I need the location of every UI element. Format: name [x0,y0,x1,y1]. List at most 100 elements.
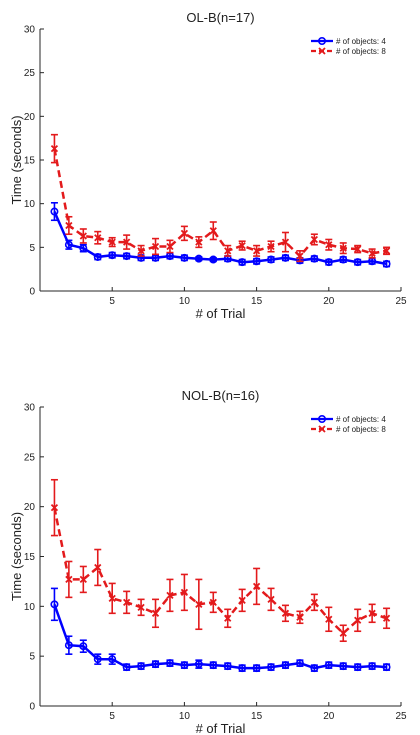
data-point [180,588,189,597]
legend: # of objects: 4# of objects: 8 [311,36,386,56]
y-tick-label: 5 [29,243,35,254]
data-point [50,145,59,153]
data-point [238,241,246,250]
data-point [281,238,290,246]
y-tick-label: 20 [24,112,36,123]
data-point [195,600,203,608]
chart-title: OL-B(n=17) [186,10,254,25]
data-point [325,241,333,249]
data-point [267,595,275,603]
legend: # of objects: 4# of objects: 8 [311,414,386,434]
data-point [324,258,333,267]
data-point [123,238,131,246]
data-point [252,664,261,673]
data-point [151,660,160,669]
data-point [339,662,348,671]
series-objects-4 [50,201,391,268]
series-objects-8 [50,478,391,643]
y-tick-label: 30 [24,25,36,36]
data-point [354,245,362,253]
data-point [194,254,203,263]
data-point [310,254,319,263]
y-axis-label: Time (seconds) [9,115,24,204]
data-point [108,238,116,246]
data-point [93,655,102,664]
data-point [296,613,304,621]
data-point [368,249,376,258]
data-point [224,614,232,622]
data-point [267,663,276,672]
data-point [209,598,217,606]
x-tick-label: 5 [109,296,115,307]
data-point [267,242,275,251]
data-point [108,251,117,260]
data-point [281,609,290,617]
data-point [310,235,318,244]
data-point [194,660,203,669]
data-point [64,240,73,249]
data-point [339,629,347,637]
data-point [368,609,376,617]
data-point [137,247,145,255]
data-point [108,594,116,602]
y-tick-label: 5 [29,652,35,663]
data-point [209,255,218,264]
data-point [64,641,73,650]
data-point [339,244,347,252]
y-tick-label: 25 [24,68,36,79]
data-point [93,252,102,261]
data-point [310,664,319,673]
data-point [325,615,333,623]
y-tick-label: 0 [29,287,35,298]
data-point [224,247,232,255]
y-tick-label: 10 [24,602,36,613]
data-point [223,662,232,671]
legend-marker [318,47,326,55]
data-point [50,600,59,609]
x-axis-label: # of Trial [196,721,246,735]
data-point [209,227,217,235]
y-tick-label: 30 [24,403,36,414]
data-point [123,598,131,606]
data-point [65,575,73,584]
y-tick-label: 25 [24,452,36,463]
x-tick-label: 5 [109,711,115,722]
y-tick-label: 0 [29,702,35,713]
x-axis-label: # of Trial [196,306,246,321]
x-tick-label: 15 [251,296,263,307]
data-point [382,663,391,672]
data-point [252,257,261,266]
data-point [94,234,102,242]
data-point [165,659,174,668]
data-point [310,598,318,606]
data-point [151,609,160,617]
data-point [122,663,131,672]
data-point [252,247,261,255]
chart-nol-b: 5 10 15 20 25 0 5 10 15 20 25 30 NOL-B(n=16) # of Tri… [9,388,407,735]
data-point [108,655,117,664]
legend-marker [317,36,326,45]
y-axis-label: Time (seconds) [9,512,24,601]
y-tick-label: 20 [24,502,36,513]
data-point [296,252,304,260]
data-point [50,504,59,512]
data-point [353,663,362,672]
data-point [151,242,160,251]
data-point [238,664,247,673]
data-point [281,253,290,262]
data-point [324,661,333,670]
x-tick-label: 10 [179,296,191,307]
data-point [209,661,218,670]
data-point [238,258,247,267]
legend-label: # of objects: 8 [336,47,386,56]
data-point [382,614,391,622]
chart-ol-b: 5 10 15 20 25 0 5 10 15 20 25 30 OL-B(n=17) # of Tria… [9,10,407,321]
data-point [50,207,59,216]
data-point [353,258,362,267]
data-point [94,563,102,572]
data-point [137,603,145,611]
data-point [166,242,174,251]
x-tick-label: 10 [179,711,191,722]
legend-label: # of objects: 4 [336,415,386,424]
